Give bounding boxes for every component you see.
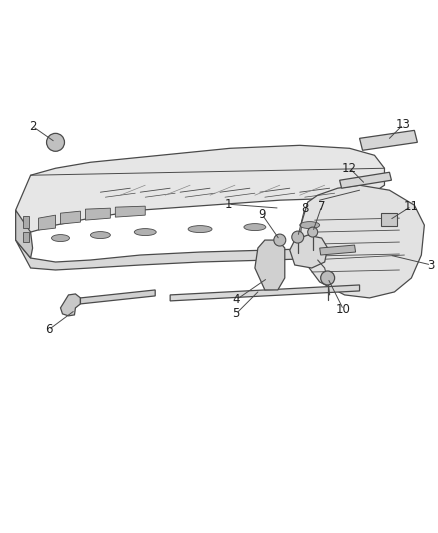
Ellipse shape <box>188 225 212 232</box>
Ellipse shape <box>90 232 110 239</box>
Polygon shape <box>170 285 360 301</box>
Polygon shape <box>16 210 32 258</box>
Text: 5: 5 <box>232 308 240 320</box>
Text: 12: 12 <box>342 161 357 175</box>
Polygon shape <box>16 146 385 240</box>
Text: 2: 2 <box>29 120 36 133</box>
Text: 3: 3 <box>427 259 435 271</box>
Polygon shape <box>339 172 392 188</box>
Circle shape <box>308 227 318 237</box>
Polygon shape <box>81 290 155 304</box>
Polygon shape <box>320 245 356 255</box>
Ellipse shape <box>52 235 70 241</box>
Circle shape <box>46 133 64 151</box>
Polygon shape <box>23 216 28 228</box>
Ellipse shape <box>134 229 156 236</box>
Ellipse shape <box>300 222 320 229</box>
Text: 1: 1 <box>224 198 232 211</box>
Polygon shape <box>115 206 145 217</box>
Text: 9: 9 <box>258 208 265 221</box>
Polygon shape <box>60 211 81 224</box>
Circle shape <box>274 234 286 246</box>
Text: 6: 6 <box>45 324 52 336</box>
Text: 10: 10 <box>336 303 351 317</box>
Polygon shape <box>39 215 56 230</box>
Circle shape <box>321 271 335 285</box>
Polygon shape <box>381 213 397 226</box>
Polygon shape <box>300 185 424 298</box>
Polygon shape <box>23 232 28 242</box>
Polygon shape <box>360 131 417 150</box>
Polygon shape <box>60 294 81 316</box>
Text: 4: 4 <box>232 293 240 306</box>
Polygon shape <box>290 235 328 268</box>
Text: 11: 11 <box>404 200 419 213</box>
Text: 13: 13 <box>396 118 411 131</box>
Circle shape <box>292 231 304 243</box>
Polygon shape <box>255 240 285 290</box>
Ellipse shape <box>244 224 266 231</box>
Text: 7: 7 <box>318 200 325 213</box>
Polygon shape <box>16 240 385 270</box>
Text: 8: 8 <box>301 201 308 215</box>
Polygon shape <box>85 208 110 220</box>
